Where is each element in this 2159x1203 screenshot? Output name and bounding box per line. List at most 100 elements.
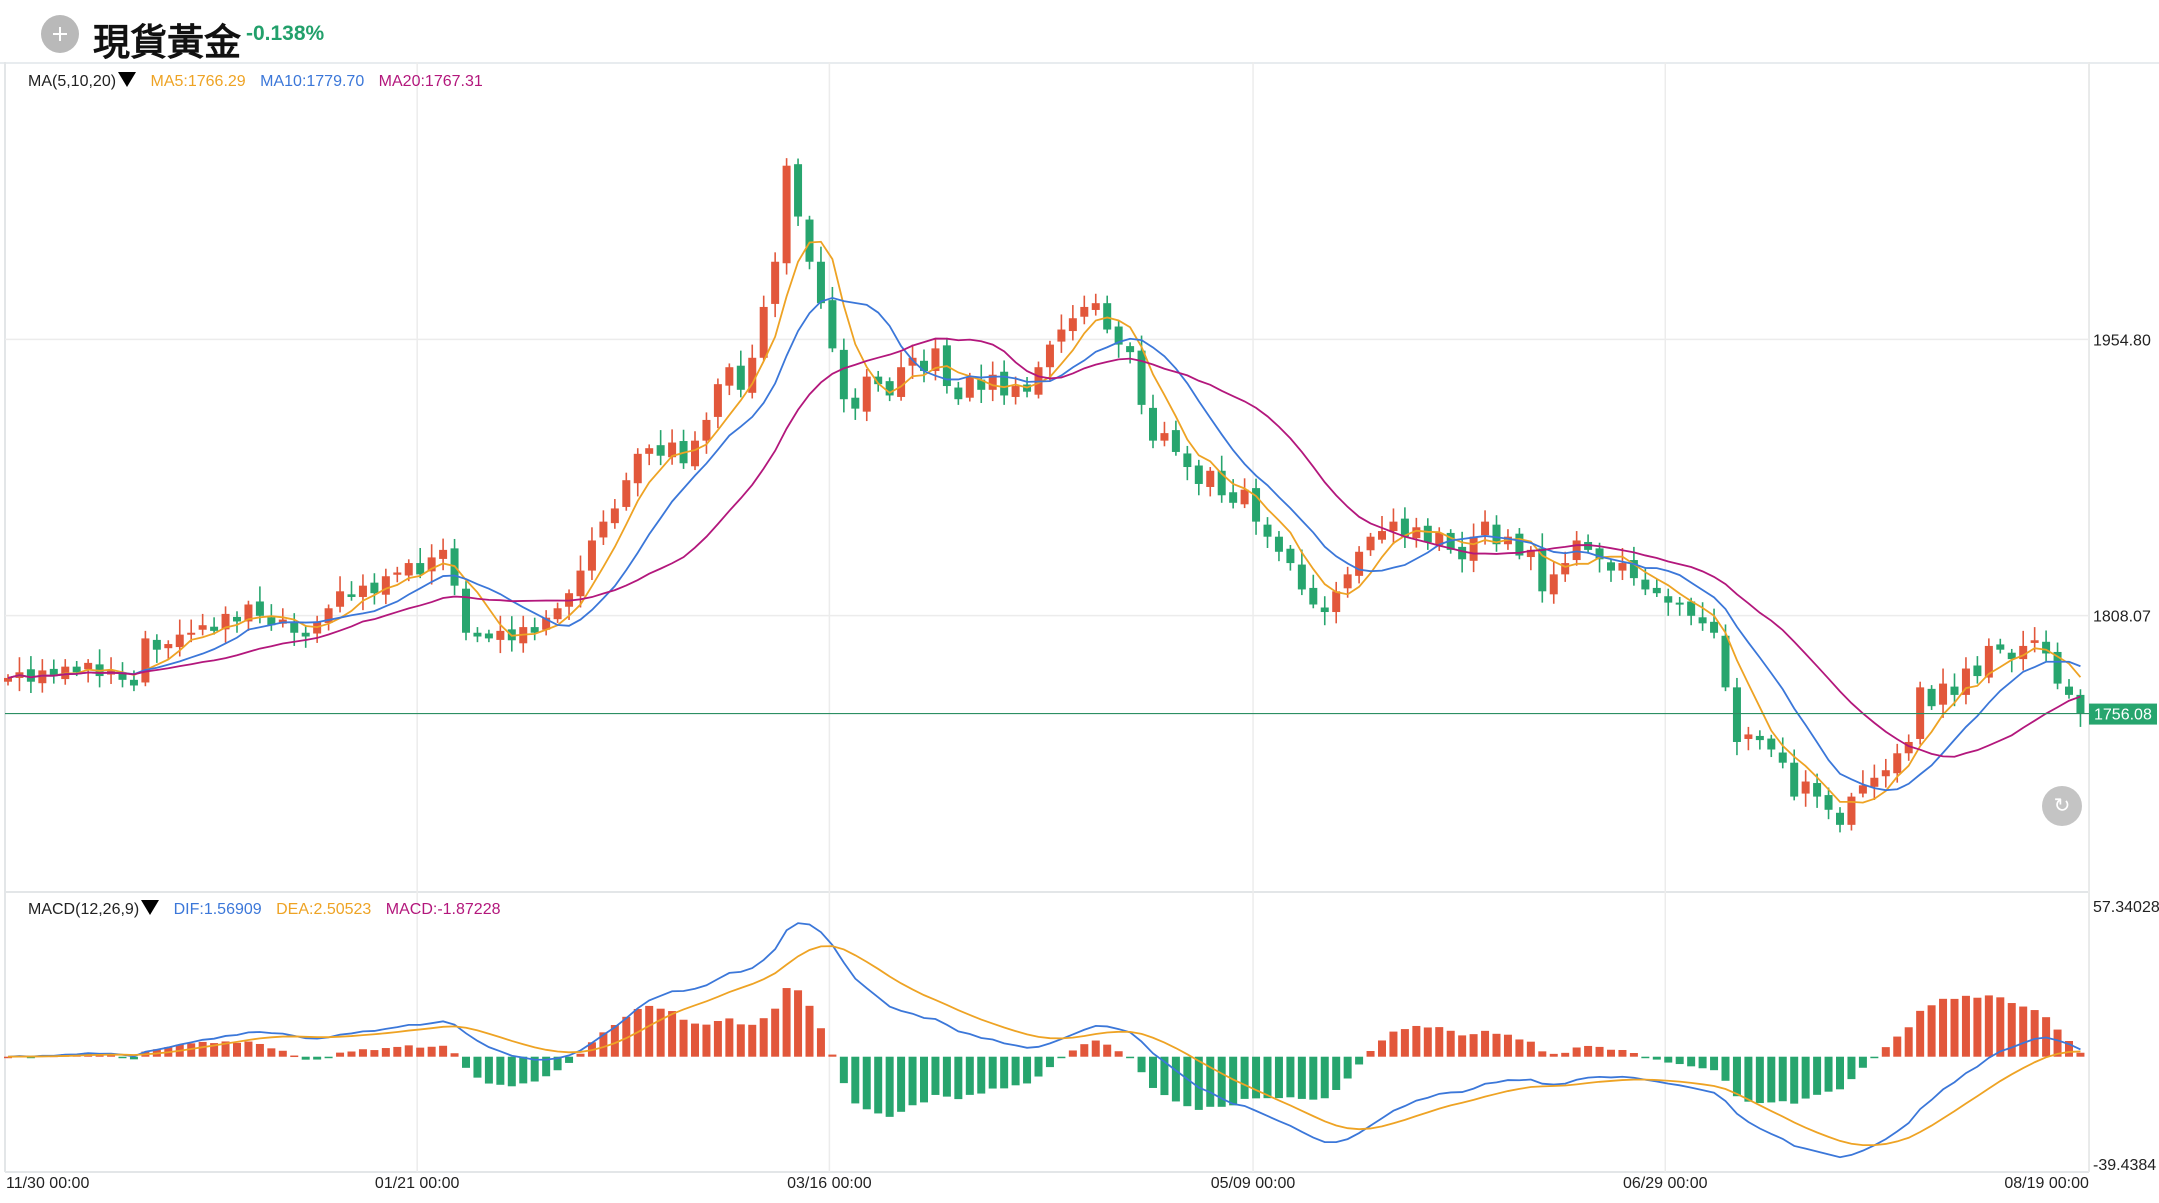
price-tick-label: 1954.80 [2093,332,2151,349]
macd-bar [977,1056,986,1094]
macd-bar [129,1056,138,1060]
rotate-screen-button[interactable]: ↻ [2042,786,2082,826]
macd-bar [2065,1041,2073,1057]
macd-bar [1217,1056,1226,1107]
dropdown-triangle-icon[interactable] [118,72,137,87]
macd-bar [347,1051,356,1057]
macd-bar [2007,1003,2016,1057]
candle-down [885,381,894,396]
macd-bar [1023,1056,1032,1084]
macd-bar [1824,1056,1833,1092]
macd-bar [1847,1056,1856,1080]
macd-bar [484,1056,493,1084]
macd-bar [507,1056,516,1087]
candle-down [1973,665,1982,677]
candle-up [725,367,734,386]
candle-up [782,165,791,264]
macd-bar [1675,1056,1684,1065]
candle-up [1526,549,1535,558]
macd-bar [1274,1056,1283,1099]
macd-bar [1584,1045,1593,1057]
macd-bar [1698,1056,1707,1069]
candle-up [691,440,699,467]
candle-up [988,374,997,390]
candle-down [1252,488,1261,522]
macd-bar [702,1024,711,1057]
macd-bar [656,1008,665,1057]
candle-down [1675,602,1684,605]
macd-bar [988,1056,997,1089]
candle-up [1355,551,1364,576]
macd-bar [1229,1056,1238,1106]
macd-bar [1744,1056,1753,1102]
macd-bar [679,1019,688,1057]
candle-down [1126,346,1135,353]
macd-bar [1160,1056,1169,1096]
dropdown-triangle-icon[interactable] [141,900,160,915]
candle-down [954,387,963,400]
macd-bar [1641,1056,1650,1059]
macd-bar [748,1024,757,1057]
macd-bar [1492,1033,1501,1057]
candle-down [1458,546,1467,560]
candle-up [1893,753,1902,774]
macd-bar [1813,1056,1822,1095]
candle-down [210,626,219,631]
ma-indicator-selector[interactable]: MA(5,10,20) [28,72,137,90]
macd-bar [1595,1046,1604,1057]
candle-down [1263,524,1272,537]
macd-bar [278,1050,287,1057]
macd-bar [1526,1041,1535,1057]
candle-down [1274,536,1283,552]
candle-up [221,613,230,630]
candle-down [1320,607,1329,613]
candle-up [1160,433,1169,441]
candle-down [72,666,81,673]
candle-down [301,632,310,637]
macd-bar [313,1056,322,1060]
candle-down [473,632,482,637]
candle-down [26,669,35,682]
macd-bar [107,1054,116,1057]
macd-bar [519,1056,528,1084]
macd-bar [1481,1030,1490,1057]
candle-down [2076,694,2085,714]
macd-bar [1389,1031,1398,1057]
macd-bar [244,1041,253,1057]
macd-bar [221,1041,230,1057]
candle-up [324,608,333,623]
macd-bar [1263,1056,1272,1099]
macd-bar [1011,1056,1020,1086]
macd-bar [1103,1044,1112,1057]
candle-up [393,572,402,575]
macd-bar [954,1056,963,1100]
macd-bar [851,1056,860,1104]
macd-bar [1206,1056,1215,1107]
macd-bar [187,1043,196,1057]
macd-bar [210,1043,219,1057]
candle-up [965,376,974,398]
candle-up [336,591,345,607]
macd-bar [439,1045,448,1057]
candle-down [1149,407,1157,441]
candle-down [484,633,493,639]
candle-down [1824,795,1833,810]
candle-down [1492,524,1501,545]
candle-up [1744,734,1753,739]
macd-bar [1378,1040,1386,1057]
candle-up [38,670,47,684]
ma-label: MA(5,10,20) [28,73,117,90]
candle-down [1927,688,1936,707]
macd-indicator-selector[interactable]: MACD(12,26,9) [28,900,160,918]
candle-down [2065,686,2073,695]
macd-bar [301,1056,310,1060]
candle-down [1171,430,1180,452]
candle-down [1309,587,1318,605]
macd-bar [1721,1056,1730,1081]
candle-down [290,622,299,633]
macd-bar [1629,1053,1638,1057]
candle-down [1595,548,1604,560]
macd-bar [610,1025,619,1057]
macd-bar [771,1008,780,1057]
